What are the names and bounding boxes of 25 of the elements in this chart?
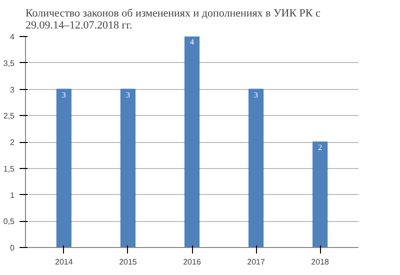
- y-tick-label: 1: [10, 190, 16, 200]
- bar: [120, 88, 136, 248]
- bar: [184, 36, 200, 248]
- chart-title: Количество законов об изменениях и дополнениях в УИК РК с 29.09.14–12.07.2018 гг.: [26, 8, 321, 32]
- y-tick-label: 1,5: [3, 164, 16, 174]
- x-tick-label: 2017: [247, 258, 266, 266]
- data-label: 3: [62, 90, 66, 100]
- data-label: 4: [190, 38, 194, 46]
- y-tick-label: 3,5: [3, 58, 16, 68]
- x-tick-label: 2015: [119, 258, 138, 266]
- bar: [248, 88, 264, 248]
- bar: [312, 142, 328, 248]
- y-tick-label: 4: [10, 32, 16, 42]
- data-label: 3: [126, 90, 130, 100]
- y-tick-label: 0,5: [3, 217, 16, 226]
- data-label: 2: [318, 143, 322, 152]
- y-tick-label: 2,5: [3, 112, 16, 121]
- y-tick-label: 2: [10, 138, 16, 147]
- data-label: 3: [254, 90, 258, 100]
- x-tick-label: 2014: [55, 258, 74, 266]
- x-tick-label: 2018: [311, 258, 330, 266]
- y-tick-label: 3: [10, 85, 16, 94]
- y-tick-label: 0: [10, 244, 16, 252]
- bar: [56, 88, 72, 248]
- x-tick-label: 2016: [183, 258, 202, 266]
